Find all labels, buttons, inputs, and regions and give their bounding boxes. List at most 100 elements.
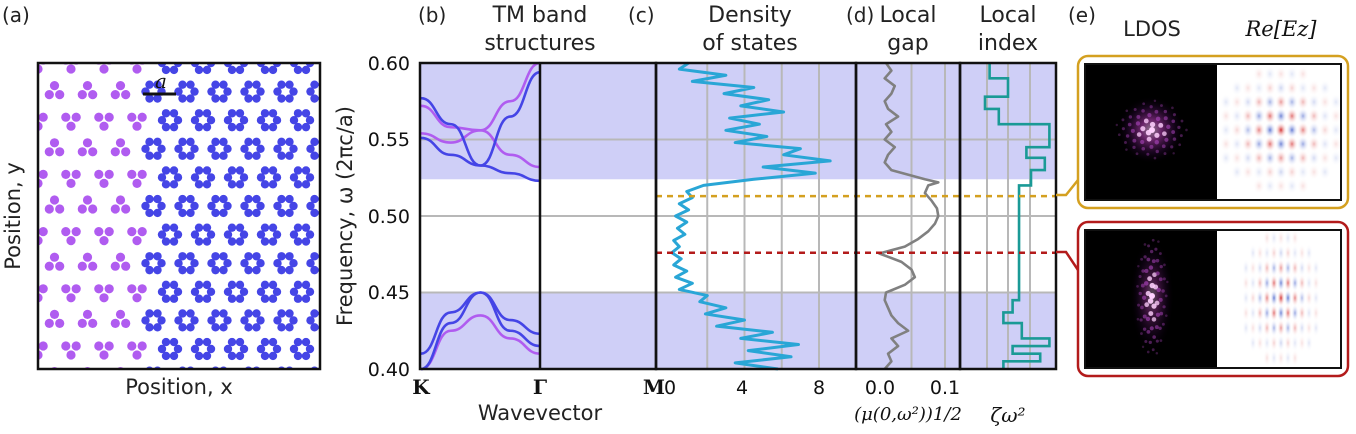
site-right [302, 395, 310, 403]
site-left [6, 55, 15, 64]
lattice-dots [6, 23, 392, 417]
site-right [310, 208, 319, 218]
site-right [211, 137, 220, 147]
site-right [145, 80, 154, 89]
local-gap-curve [878, 62, 940, 370]
ldos-spot [1158, 122, 1164, 128]
site-right [145, 323, 154, 332]
site-right [141, 201, 150, 211]
site-right [277, 94, 286, 103]
field-lobe-positive [1285, 163, 1299, 181]
ldos-spot [1146, 136, 1152, 142]
ldos-spot [1162, 131, 1167, 137]
site-right [186, 366, 195, 369]
site-left [99, 293, 109, 303]
site-left [72, 399, 81, 408]
site-right [194, 223, 204, 232]
site-right [235, 337, 245, 347]
site-right [335, 352, 343, 360]
site-right [327, 52, 335, 60]
site-right [211, 323, 220, 332]
ldos-spot [1140, 257, 1144, 261]
site-right [178, 309, 187, 318]
site-right [285, 380, 293, 388]
ldos-spot [1128, 115, 1133, 119]
site-right [269, 409, 277, 417]
site-right [190, 144, 199, 153]
field-lobe-negative [1285, 149, 1299, 167]
field-lobe-negative [1263, 334, 1271, 352]
site-right [235, 223, 245, 232]
site-right [235, 180, 245, 189]
ldos-spot [1127, 122, 1132, 127]
site-right [223, 230, 233, 239]
site-left [121, 33, 130, 42]
field-lobe-positive [1249, 259, 1257, 277]
ldos-spot [1156, 287, 1161, 293]
site-right [186, 208, 195, 218]
site-right [157, 230, 167, 239]
lattice-constant-label: a [155, 69, 167, 93]
site-left [49, 81, 60, 91]
site-right [194, 122, 204, 132]
site-right [260, 122, 270, 132]
dos-tick-4: 4 [736, 377, 748, 399]
site-right [195, 409, 203, 417]
site-right [318, 37, 326, 45]
field-lobe-negative [1263, 244, 1271, 262]
site-right [178, 366, 187, 369]
ldos-spot [1130, 128, 1135, 133]
site-right [252, 94, 261, 103]
field-lobe-positive [1329, 107, 1341, 125]
site-left [99, 121, 109, 131]
field-lobe-negative [1242, 319, 1250, 337]
ldos-spot [1151, 303, 1157, 309]
site-right [235, 237, 245, 246]
site-right [305, 344, 315, 354]
site-left [132, 350, 142, 360]
site-right [301, 351, 311, 361]
site-left [28, 341, 37, 350]
site-right [384, 195, 392, 203]
field-lobe-negative [1270, 230, 1278, 247]
site-right [355, 373, 363, 381]
ldos-spot [1155, 149, 1159, 154]
ldos-spot [1138, 291, 1142, 296]
site-right [157, 259, 166, 268]
site-right [244, 366, 253, 369]
site-right [294, 52, 302, 60]
site-right [293, 351, 303, 361]
site-right [310, 37, 318, 45]
field-lobe-positive [1277, 289, 1285, 307]
ldos-spot [1140, 126, 1146, 132]
site-right [186, 23, 194, 31]
ldos-spot [1149, 249, 1154, 254]
site-left [94, 399, 103, 408]
site-left [71, 284, 81, 294]
site-left [6, 341, 15, 350]
site-right [318, 380, 326, 388]
site-right [301, 294, 311, 303]
site-right [211, 366, 220, 369]
site-right [157, 173, 167, 182]
ldos-spot [1141, 269, 1145, 273]
site-left [77, 318, 87, 328]
field-lobe-negative [1284, 259, 1292, 277]
field-lobe-negative [1263, 121, 1277, 139]
site-right [161, 109, 171, 118]
panel-e-col1: LDOS [1123, 17, 1181, 41]
site-right [310, 265, 319, 275]
site-right [351, 380, 359, 388]
site-right [186, 309, 195, 318]
field-lobe-positive [1252, 149, 1266, 167]
site-left [88, 318, 98, 328]
ldos-spot [1163, 116, 1168, 121]
site-right [310, 80, 319, 89]
site-right [384, 323, 392, 331]
site-right [219, 23, 227, 31]
site-left [22, 147, 31, 156]
site-right [211, 37, 219, 45]
ldos-spot [1144, 302, 1150, 308]
ldos-spot [1149, 144, 1154, 149]
site-left [38, 341, 48, 351]
